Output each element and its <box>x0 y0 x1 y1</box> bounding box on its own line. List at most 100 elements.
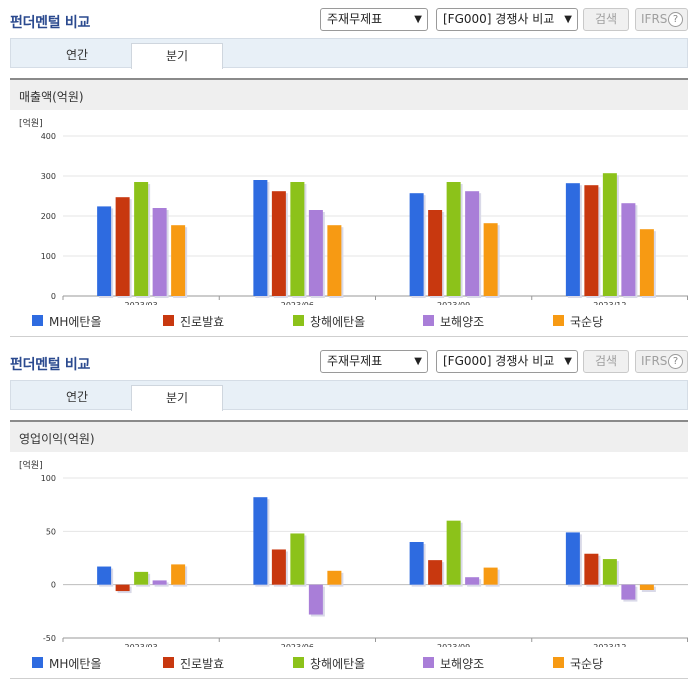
chart-subtitle: 매출액(억원) <box>19 90 84 104</box>
bar <box>308 584 323 615</box>
bar <box>565 183 580 296</box>
x-tick-label: 2023/09 <box>437 301 470 305</box>
y-tick-label: 0 <box>51 292 56 301</box>
y-unit-label: [억원] <box>19 117 43 129</box>
bar <box>115 197 130 296</box>
search-button[interactable]: 검색 <box>583 8 629 31</box>
period-tabs: 연간 분기 <box>10 38 688 69</box>
chevron-down-icon: ▼ <box>564 356 572 367</box>
chart-subtitle: 영업이익(억원) <box>19 432 95 446</box>
legend-label: 창해에탄올 <box>310 657 366 671</box>
y-tick-label: 100 <box>41 252 56 261</box>
search-button[interactable]: 검색 <box>583 350 629 373</box>
bar <box>253 497 268 585</box>
section-title: 펀더멘털 비교 <box>10 15 91 31</box>
chevron-down-icon: ▼ <box>414 14 422 25</box>
legend-swatch <box>163 657 174 668</box>
bar <box>152 208 167 296</box>
bar <box>621 584 636 600</box>
legend-label: MH에탄올 <box>49 657 102 671</box>
bar <box>639 584 654 590</box>
legend-label: 국순당 <box>570 657 604 671</box>
bar <box>308 210 323 296</box>
ifrs-label: IFRS <box>641 12 668 26</box>
chevron-down-icon: ▼ <box>564 14 572 25</box>
bar <box>565 532 580 585</box>
statement-type-value: 주재무제표 <box>327 12 383 26</box>
bar <box>446 520 461 585</box>
legend-swatch <box>293 657 304 668</box>
legend-swatch <box>32 315 43 326</box>
bar <box>446 182 461 296</box>
legend-swatch <box>423 657 434 668</box>
tab-quarterly[interactable]: 분기 <box>131 385 223 411</box>
divider <box>10 678 688 679</box>
x-tick-label: 2023/03 <box>125 643 158 647</box>
bar <box>584 553 599 585</box>
legend-swatch <box>32 657 43 668</box>
help-icon[interactable]: ? <box>668 354 683 369</box>
period-tabs: 연간 분기 <box>10 380 688 411</box>
x-tick-label: 2023/03 <box>125 301 158 305</box>
bar <box>134 571 149 585</box>
y-tick-label: 400 <box>41 132 56 141</box>
bar <box>327 225 342 296</box>
chart-legend: MH에탄올 진로발효 창해에탄올 보해양조 국순당 <box>10 655 688 673</box>
chart-legend: MH에탄올 진로발효 창해에탄올 보해양조 국순당 <box>10 313 688 331</box>
section-header: 펀더멘털 비교 주재무제표 ▼ [FG000] 경쟁사 비교 ▼ 검색 IFRS… <box>0 342 696 380</box>
peer-group-value: [FG000] 경쟁사 비교 <box>443 12 555 26</box>
legend-label: 진로발효 <box>180 657 225 671</box>
operating-profit-chart-svg: [억원] -50 0 50 100 2023/03 2023/06 2023/09 2023/1… <box>19 459 688 647</box>
bar <box>290 182 305 296</box>
bar <box>271 549 286 585</box>
tab-annual[interactable]: 연간 <box>65 48 89 62</box>
y-tick-label: 300 <box>41 172 56 181</box>
bar <box>171 564 186 585</box>
legend-swatch <box>163 315 174 326</box>
statement-type-value: 주재무제표 <box>327 354 383 368</box>
y-tick-label: 0 <box>51 581 56 590</box>
y-unit-label: [억원] <box>19 459 43 471</box>
peer-group-select[interactable]: [FG000] 경쟁사 비교 ▼ <box>436 8 578 31</box>
ifrs-button[interactable]: IFRS ? <box>635 350 688 373</box>
legend-label: 보해양조 <box>440 315 485 329</box>
x-tick-label: 2023/06 <box>281 643 314 647</box>
peer-group-select[interactable]: [FG000] 경쟁사 비교 ▼ <box>436 350 578 373</box>
y-tick-label: -50 <box>43 634 56 643</box>
bar <box>639 229 654 296</box>
bar <box>428 560 443 585</box>
tab-annual[interactable]: 연간 <box>65 390 89 404</box>
x-tick-label: 2023/12 <box>593 643 626 647</box>
bar <box>152 580 167 585</box>
statement-type-select[interactable]: 주재무제표 ▼ <box>320 350 428 373</box>
sales-chart-svg: [억원] 0 100 200 300 400 2023/03 2023/06 2023/09 20… <box>19 117 688 305</box>
tab-quarterly[interactable]: 분기 <box>131 43 223 69</box>
statement-type-select[interactable]: 주재무제표 ▼ <box>320 8 428 31</box>
divider <box>10 336 688 337</box>
sales-bar-chart: [억원] 0 100 200 300 400 2023/03 2023/06 2023/09 20… <box>10 110 688 305</box>
bar <box>97 566 112 585</box>
section-header: 펀더멘털 비교 주재무제표 ▼ [FG000] 경쟁사 비교 ▼ 검색 IFRS… <box>0 0 696 38</box>
bar <box>290 533 305 585</box>
chart-subtitle-bar: 매출액(억원) <box>10 78 688 110</box>
legend-label: 보해양조 <box>440 657 485 671</box>
bar <box>428 210 443 296</box>
legend-swatch <box>553 657 564 668</box>
x-tick-label: 2023/06 <box>281 301 314 305</box>
bar <box>97 206 112 296</box>
y-tick-label: 100 <box>41 474 56 483</box>
x-tick-label: 2023/09 <box>437 643 470 647</box>
bar <box>465 191 480 296</box>
bar <box>253 180 268 296</box>
legend-swatch <box>553 315 564 326</box>
operating-profit-bar-chart: [억원] -50 0 50 100 2023/03 2023/06 2023/09 2023/1… <box>10 452 688 647</box>
y-tick-label: 200 <box>41 212 56 221</box>
chevron-down-icon: ▼ <box>414 356 422 367</box>
bar <box>115 584 130 592</box>
ifrs-button[interactable]: IFRS ? <box>635 8 688 31</box>
help-icon[interactable]: ? <box>668 12 683 27</box>
legend-label: MH에탄올 <box>49 315 102 329</box>
peer-group-value: [FG000] 경쟁사 비교 <box>443 354 555 368</box>
section-title: 펀더멘털 비교 <box>10 357 91 373</box>
x-tick-label: 2023/12 <box>593 301 626 305</box>
